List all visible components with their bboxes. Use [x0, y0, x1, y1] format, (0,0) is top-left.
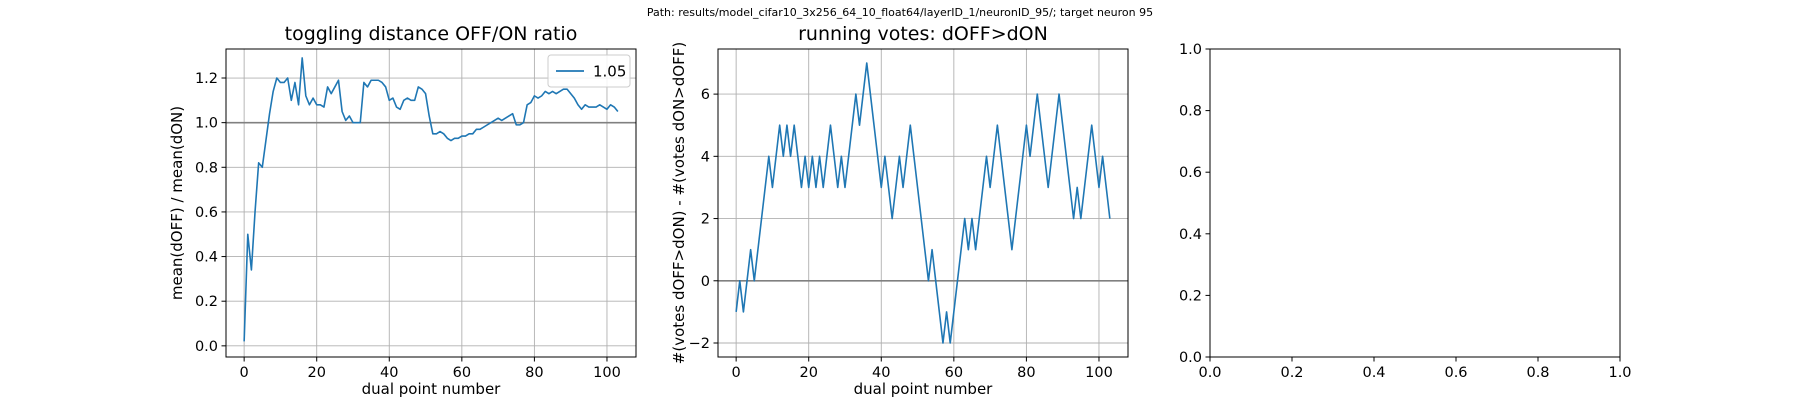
chart2-x-tick-label: 0.0: [1198, 365, 1221, 381]
chart2-x-tick-label: 0.6: [1444, 365, 1467, 381]
chart0-y-tick-label: 0.0: [195, 339, 218, 355]
chart0-title: toggling distance OFF/ON ratio: [285, 23, 578, 45]
chart0-x-axis-label: dual point number: [362, 380, 502, 398]
figure-suptitle: Path: results/model_cifar10_3x256_64_10_…: [647, 6, 1153, 19]
chart0-y-tick-label: 1.2: [195, 71, 218, 87]
chart2-y-tick-label: 1.0: [1179, 42, 1202, 58]
chart0-legend: 1.05: [547, 54, 631, 88]
chart1-y-tick-label: 2: [701, 212, 710, 228]
chart2-axes-frame: [1209, 48, 1621, 358]
chart-running-votes: 0 20 40 60 80 100 −2 0 2 4 6 running votes: dOFF>dO…: [670, 23, 1129, 398]
chart2-x-tick-label: 0.4: [1362, 365, 1385, 381]
chart0-y-tick-label: 1.0: [195, 116, 218, 132]
chart0-x-tick-label: 20: [307, 365, 325, 381]
chart0-x-tick-label: 80: [525, 365, 543, 381]
chart0-x-tick-label: 0: [240, 365, 249, 381]
chart0-x-tick-label: 100: [593, 365, 621, 381]
chart1-x-tick-label: 40: [872, 365, 890, 381]
chart0-y-tick-label: 0.4: [195, 250, 218, 266]
chart2-x-tick-label: 1.0: [1608, 365, 1631, 381]
chart1-x-tick-label: 60: [945, 365, 963, 381]
chart2-y-tick-label: 0.4: [1179, 227, 1202, 243]
chart1-x-tick-label: 100: [1085, 365, 1113, 381]
chart1-y-tick-label: −2: [689, 336, 710, 352]
chart2-y-tick-label: 0.8: [1179, 104, 1202, 120]
chart1-x-tick-label: 0: [732, 365, 741, 381]
chart2-y-tick-label: 0.2: [1179, 288, 1202, 304]
chart1-y-axis-label: #(votes dOFF>dON) - #(votes dON>dOFF): [670, 42, 688, 364]
chart1-y-tick-label: 6: [701, 87, 710, 103]
chart1-axes-frame: [717, 48, 1129, 358]
chart1-title: running votes: dOFF>dON: [798, 23, 1048, 45]
chart1-x-tick-label: 80: [1017, 365, 1035, 381]
chart-ratio: 0 20 40 60 80 100 0.0 0.2 0.4 0.6 0.8 1.0 1.2 togglin…: [168, 23, 637, 398]
chart0-x-tick-label: 60: [453, 365, 471, 381]
chart1-x-tick-label: 20: [799, 365, 817, 381]
chart2-x-tick-label: 0.8: [1526, 365, 1549, 381]
chart0-legend-box: [547, 54, 631, 88]
chart1-y-tick-label: 0: [701, 274, 710, 290]
chart1-series-line: [735, 62, 1111, 344]
chart0-y-tick-label: 0.8: [195, 160, 218, 176]
chart2-x-tick-label: 0.2: [1280, 365, 1303, 381]
chart1-y-tick-label: 4: [701, 149, 710, 165]
chart0-y-tick-label: 0.2: [195, 294, 218, 310]
chart2-y-tick-label: 0.6: [1179, 165, 1202, 181]
chart2-y-tick-label: 0.0: [1179, 350, 1202, 366]
chart0-series-line: [243, 57, 619, 342]
chart0-x-tick-label: 40: [380, 365, 398, 381]
chart0-y-axis-label: mean(dOFF) / mean(dON): [168, 106, 186, 300]
chart0-legend-label: 1.05: [593, 63, 626, 81]
chart0-y-tick-label: 0.6: [195, 205, 218, 221]
chart-empty-axes: 0.0 0.2 0.4 0.6 0.8 1.0 0.0 0.2 0.4 0.6 0.8 1.0: [1179, 42, 1632, 381]
chart0-axes-frame: [225, 48, 637, 358]
chart1-x-axis-label: dual point number: [854, 380, 994, 398]
